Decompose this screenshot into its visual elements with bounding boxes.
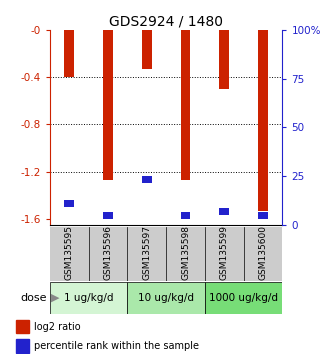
Bar <box>205 227 244 281</box>
Bar <box>127 282 205 314</box>
Bar <box>50 227 89 281</box>
Text: GSM135598: GSM135598 <box>181 225 190 280</box>
Bar <box>16 320 29 333</box>
Bar <box>258 212 268 219</box>
Bar <box>89 227 127 281</box>
Text: ▶: ▶ <box>51 293 60 303</box>
Text: 1 ug/kg/d: 1 ug/kg/d <box>64 293 113 303</box>
Text: GSM135596: GSM135596 <box>103 225 112 280</box>
Bar <box>103 212 113 219</box>
Bar <box>181 30 190 180</box>
Bar <box>16 339 29 353</box>
Text: GSM135600: GSM135600 <box>259 225 268 280</box>
Bar <box>166 227 205 281</box>
Bar <box>64 200 74 207</box>
Bar <box>258 30 268 211</box>
Bar <box>103 30 113 180</box>
Bar <box>181 212 190 219</box>
Bar <box>220 30 229 89</box>
Bar <box>127 227 166 281</box>
Bar <box>220 208 229 215</box>
Bar <box>205 282 282 314</box>
Title: GDS2924 / 1480: GDS2924 / 1480 <box>109 15 223 29</box>
Text: 10 ug/kg/d: 10 ug/kg/d <box>138 293 194 303</box>
Bar <box>50 282 127 314</box>
Text: percentile rank within the sample: percentile rank within the sample <box>34 341 199 351</box>
Text: 1000 ug/kg/d: 1000 ug/kg/d <box>209 293 278 303</box>
Text: GSM135597: GSM135597 <box>142 225 151 280</box>
Text: dose: dose <box>20 293 47 303</box>
Bar <box>142 30 152 69</box>
Bar <box>244 227 282 281</box>
Text: GSM135595: GSM135595 <box>65 225 74 280</box>
Text: GSM135599: GSM135599 <box>220 225 229 280</box>
Text: log2 ratio: log2 ratio <box>34 322 80 332</box>
Bar <box>64 30 74 77</box>
Bar <box>142 176 152 183</box>
